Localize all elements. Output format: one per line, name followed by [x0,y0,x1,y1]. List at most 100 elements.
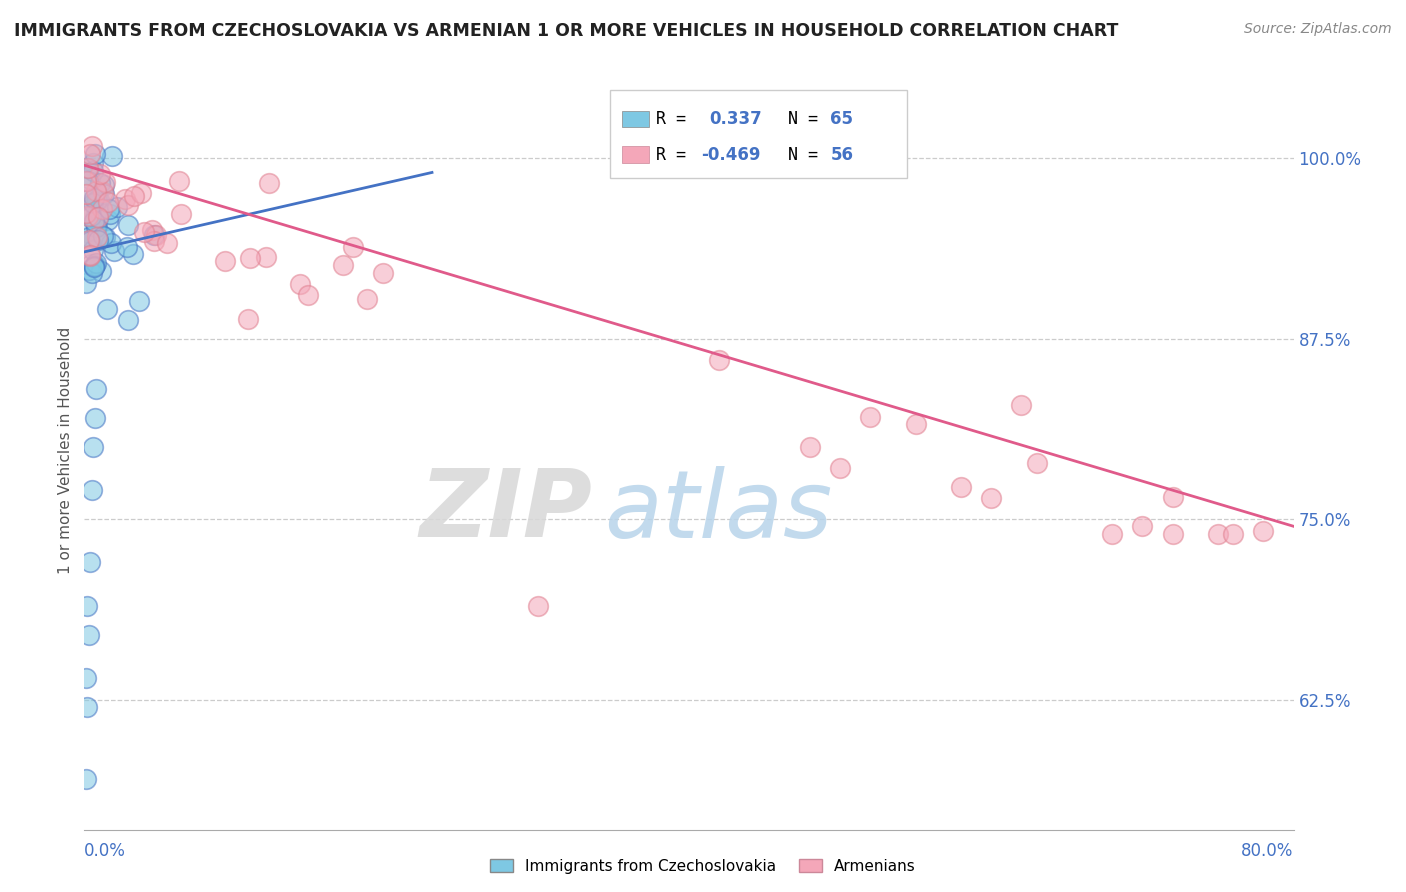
Point [86,230,108,244]
Point [94,230,117,244]
Point [371,266,394,280]
Point [1011,398,1033,412]
Point [114,193,136,207]
Text: -0.469: -0.469 [702,145,761,164]
Text: 0.0%: 0.0% [84,841,127,860]
Point [117,240,139,254]
Point [97,213,120,227]
Point [82,266,104,280]
Point [75,208,97,222]
Point [93,178,115,193]
Point [830,461,852,475]
Point [97,194,120,209]
Text: 56: 56 [831,145,853,164]
Point [75,174,97,188]
Point [145,227,167,242]
Point [131,186,153,200]
Point [76,599,98,613]
Text: N =: N = [768,145,828,164]
Point [77,229,100,244]
Point [98,207,121,221]
Point [141,223,163,237]
Point [87,210,110,224]
Bar [610,90,907,178]
Point [87,203,110,218]
Text: N =: N = [768,110,828,128]
Legend: Immigrants from Czechoslovakia, Armenians: Immigrants from Czechoslovakia, Armenian… [484,853,922,880]
Point [799,440,821,454]
Point [80,209,103,223]
Text: ZIP: ZIP [419,465,592,558]
Point [77,627,100,641]
Point [117,198,139,212]
Point [84,258,107,272]
Point [82,164,104,178]
Point [155,235,177,250]
Point [83,191,105,205]
Point [1161,526,1184,541]
Y-axis label: 1 or more Vehicles in Household: 1 or more Vehicles in Household [58,326,73,574]
Point [79,235,101,249]
Point [83,213,105,227]
Text: atlas: atlas [605,466,832,557]
Point [77,233,100,247]
Point [79,249,101,263]
Point [75,671,97,685]
Text: R =: R = [657,145,696,164]
Point [170,207,193,221]
Point [709,353,731,368]
Point [143,234,166,248]
Point [94,175,117,189]
Point [1206,526,1229,541]
Bar [623,111,650,128]
Point [89,167,111,181]
Point [254,250,277,264]
Point [132,226,155,240]
Point [117,218,139,232]
Point [84,194,107,208]
Point [79,147,101,161]
Point [96,302,118,317]
Point [214,254,236,268]
Point [90,264,112,278]
Point [79,257,101,271]
Point [1101,526,1123,541]
Text: 0.337: 0.337 [710,110,762,128]
Point [86,219,108,234]
Point [80,483,103,498]
Text: IMMIGRANTS FROM CZECHOSLOVAKIA VS ARMENIAN 1 OR MORE VEHICLES IN HOUSEHOLD CORRE: IMMIGRANTS FROM CZECHOSLOVAKIA VS ARMENI… [14,22,1118,40]
Point [117,313,139,327]
Point [105,200,128,214]
Point [83,260,105,274]
Point [356,292,378,306]
Point [75,206,97,220]
Point [128,294,150,309]
Point [100,235,122,250]
Point [84,256,107,270]
Point [1130,519,1153,533]
Point [76,699,98,714]
Point [82,243,104,257]
Point [122,247,145,261]
Point [259,177,281,191]
Point [103,244,125,258]
Point [79,248,101,262]
Point [91,186,114,200]
Text: Source: ZipAtlas.com: Source: ZipAtlas.com [1244,22,1392,37]
Point [75,235,97,249]
Point [93,187,115,202]
Point [91,202,114,217]
Point [980,491,1002,505]
Point [75,772,97,786]
Point [87,233,110,247]
Point [859,410,882,425]
Point [342,240,364,254]
Point [86,193,108,207]
Point [950,480,973,494]
Point [77,262,100,277]
Point [89,176,111,190]
Point [75,225,97,239]
Point [82,195,104,210]
Point [84,146,107,161]
Point [77,192,100,206]
